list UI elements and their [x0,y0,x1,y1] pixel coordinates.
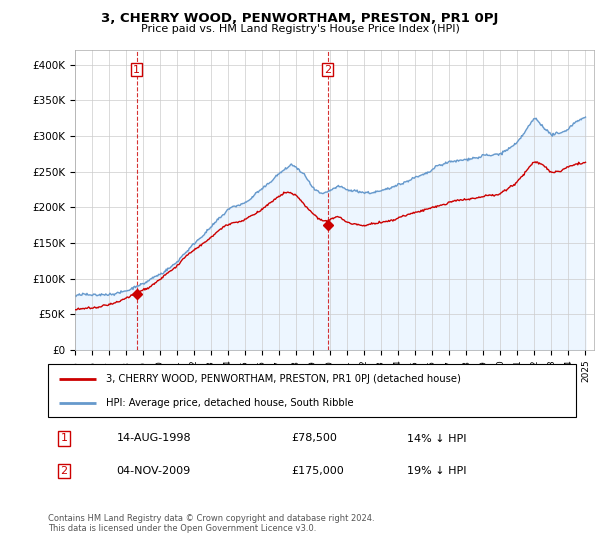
Text: 19% ↓ HPI: 19% ↓ HPI [407,466,467,476]
Text: Contains HM Land Registry data © Crown copyright and database right 2024.
This d: Contains HM Land Registry data © Crown c… [48,514,374,534]
Text: 1: 1 [133,64,140,74]
Text: 2: 2 [324,64,331,74]
Text: £78,500: £78,500 [291,433,337,444]
Text: 2: 2 [60,466,67,476]
Text: 04-NOV-2009: 04-NOV-2009 [116,466,191,476]
Text: 3, CHERRY WOOD, PENWORTHAM, PRESTON, PR1 0PJ (detached house): 3, CHERRY WOOD, PENWORTHAM, PRESTON, PR1… [106,374,461,384]
Text: HPI: Average price, detached house, South Ribble: HPI: Average price, detached house, Sout… [106,398,354,408]
Text: 1: 1 [61,433,67,444]
Text: 14% ↓ HPI: 14% ↓ HPI [407,433,467,444]
Text: £175,000: £175,000 [291,466,344,476]
Text: Price paid vs. HM Land Registry's House Price Index (HPI): Price paid vs. HM Land Registry's House … [140,24,460,34]
Text: 3, CHERRY WOOD, PENWORTHAM, PRESTON, PR1 0PJ: 3, CHERRY WOOD, PENWORTHAM, PRESTON, PR1… [101,12,499,25]
Text: 14-AUG-1998: 14-AUG-1998 [116,433,191,444]
